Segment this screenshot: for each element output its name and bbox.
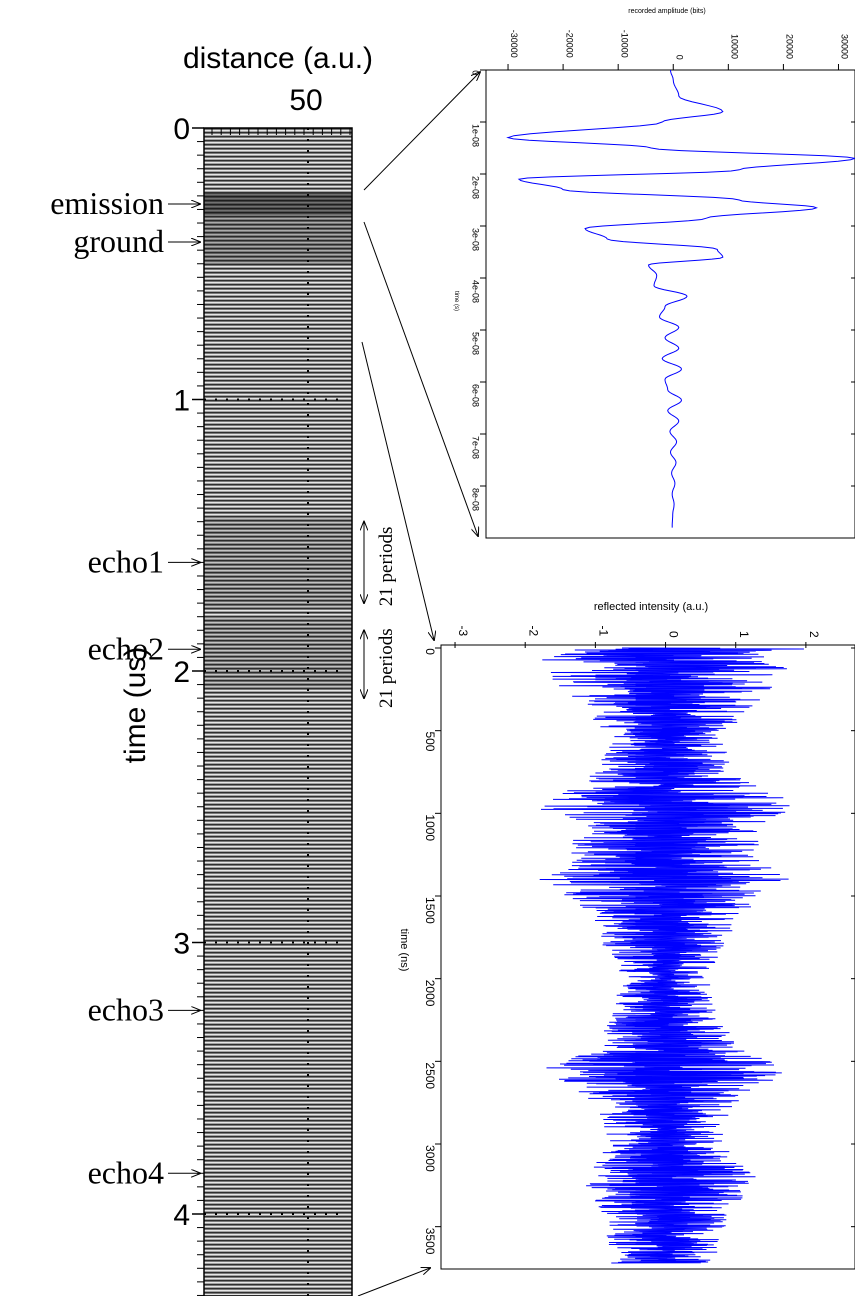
- intensity-plot-frame: [440, 644, 855, 1270]
- radargram-panel: 0 1 2 3 4 50 distance (a.u.) time (us) emiss…: [50, 42, 397, 1296]
- heat-x-tick-label: 50: [289, 84, 322, 117]
- time-tick-label: 3000: [423, 1145, 437, 1172]
- time-tick-label: 6e-08: [470, 384, 480, 407]
- value-tick-label: 10000: [729, 34, 739, 59]
- time-tick-label: 2500: [423, 1062, 437, 1089]
- heat-y-tick-label: 3: [173, 928, 190, 961]
- ground-band: [204, 215, 352, 265]
- time-tick-label: 1000: [423, 814, 437, 841]
- interval-label: 21 periods: [376, 628, 397, 708]
- time-tick-label: 500: [423, 731, 437, 751]
- amplitude-y-axis-label: recorded amplitude (bits): [628, 8, 705, 15]
- heat-x-axis-label: distance (a.u.): [183, 42, 373, 75]
- value-tick-label: 1: [737, 631, 751, 638]
- echo2-band: [204, 618, 352, 688]
- intensity-y-axis-label: reflected intensity (a.u.): [594, 601, 708, 613]
- time-tick-label: 7e-08: [470, 436, 480, 459]
- intensity-plot: reflected intensity (a.u.) time (ns) -3-…: [398, 601, 855, 1270]
- connector-arrow: [361, 341, 434, 640]
- time-tick-label: 1500: [423, 897, 437, 924]
- value-tick-label: -10000: [619, 30, 629, 58]
- amplitude-plot: recorded amplitude (bits) time (s) -3000…: [453, 8, 855, 539]
- time-tick-label: 1e-08: [470, 124, 480, 147]
- heat-y-tick-label: 0: [173, 113, 190, 146]
- emission-band: [204, 193, 352, 215]
- value-tick-label: -3: [456, 625, 470, 636]
- heat-y-tick-label: 2: [173, 656, 190, 689]
- heat-y-tick-label: 1: [173, 385, 190, 418]
- connector-arrows: [357, 72, 480, 1296]
- value-tick-label: 0: [674, 55, 684, 60]
- amplitude-axes: -30000 -20000 -10000 0 10000 20000 3000001e-08…: [470, 30, 855, 511]
- value-tick-label: 0: [667, 631, 681, 638]
- time-tick-label: 3500: [423, 1228, 437, 1255]
- annotation-label: echo1: [88, 543, 164, 579]
- connector-arrow: [357, 1268, 430, 1296]
- connector-arrow: [363, 72, 480, 191]
- time-tick-label: 0: [423, 648, 437, 655]
- intensity-x-axis-label: time (ns): [398, 929, 410, 972]
- annotation-label: echo3: [88, 991, 164, 1027]
- intensity-axes: -3 -2 -1 0 1 2 0 500 1000 1500 2000 2500 3000 3500: [423, 625, 855, 1255]
- value-tick-label: 30000: [840, 34, 850, 59]
- time-tick-label: 5e-08: [470, 332, 480, 355]
- radargram-image: [204, 128, 352, 1296]
- amplitude-series-line: [506, 69, 855, 528]
- value-tick-label: 20000: [785, 34, 795, 59]
- time-tick-label: 3e-08: [470, 228, 480, 251]
- radargram-grid: [204, 128, 344, 1296]
- time-tick-label: 4e-08: [470, 280, 480, 303]
- amplitude-plot-frame: [485, 69, 855, 539]
- echo1-band: [204, 518, 352, 608]
- connector-arrow: [363, 221, 478, 536]
- annotation-label: ground: [73, 223, 164, 259]
- heat-y-tick-label: 4: [173, 1199, 190, 1232]
- time-tick-label: 2e-08: [470, 176, 480, 199]
- interval-label: 21 periods: [376, 527, 397, 607]
- annotation-label: echo4: [88, 1154, 164, 1190]
- intensity-series-line: [539, 647, 804, 1264]
- heat-y-axis-label: time (us): [119, 647, 152, 764]
- value-tick-label: -2: [526, 625, 540, 636]
- value-tick-label: -30000: [509, 30, 519, 58]
- value-tick-label: 2: [807, 631, 821, 638]
- value-tick-label: -20000: [564, 30, 574, 58]
- amplitude-x-axis-label: time (s): [453, 291, 459, 311]
- radargram-y-ticks: 0 1 2 3 4: [173, 113, 204, 1232]
- time-tick-label: 2000: [423, 980, 437, 1007]
- value-tick-label: -1: [597, 625, 611, 636]
- time-tick-label: 8e-08: [470, 488, 480, 511]
- annotation-label: echo2: [88, 630, 164, 666]
- annotation-label: emission: [50, 185, 164, 221]
